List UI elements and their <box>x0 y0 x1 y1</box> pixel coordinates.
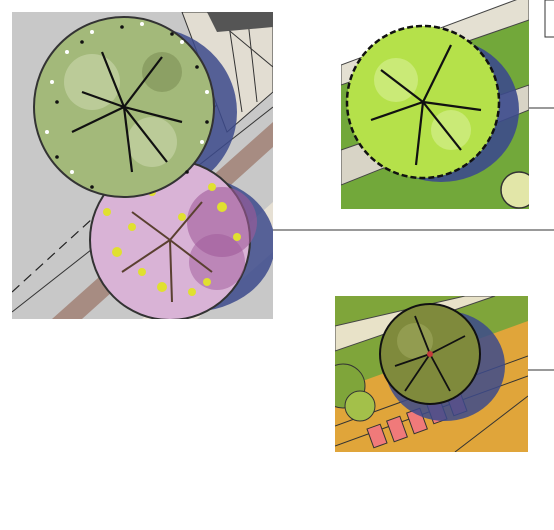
paver-grid <box>181 12 273 133</box>
street-tree-green <box>33 16 215 198</box>
tree-over-orange-plan-panel <box>335 296 528 452</box>
single-tree-plan-drawing <box>341 0 529 209</box>
flowering-tree-pink <box>89 159 257 319</box>
adjacent-shrub <box>500 171 529 209</box>
olive-tree <box>379 303 481 405</box>
lime-green-tree <box>345 24 501 180</box>
frame-corner <box>544 0 554 38</box>
tree-pair-plan-drawing <box>12 12 273 319</box>
tree-pair-plan-panel <box>12 12 273 319</box>
tree-over-orange-plan-drawing <box>335 296 528 452</box>
left-shrubs <box>335 363 376 422</box>
single-tree-plan-panel <box>341 0 529 209</box>
